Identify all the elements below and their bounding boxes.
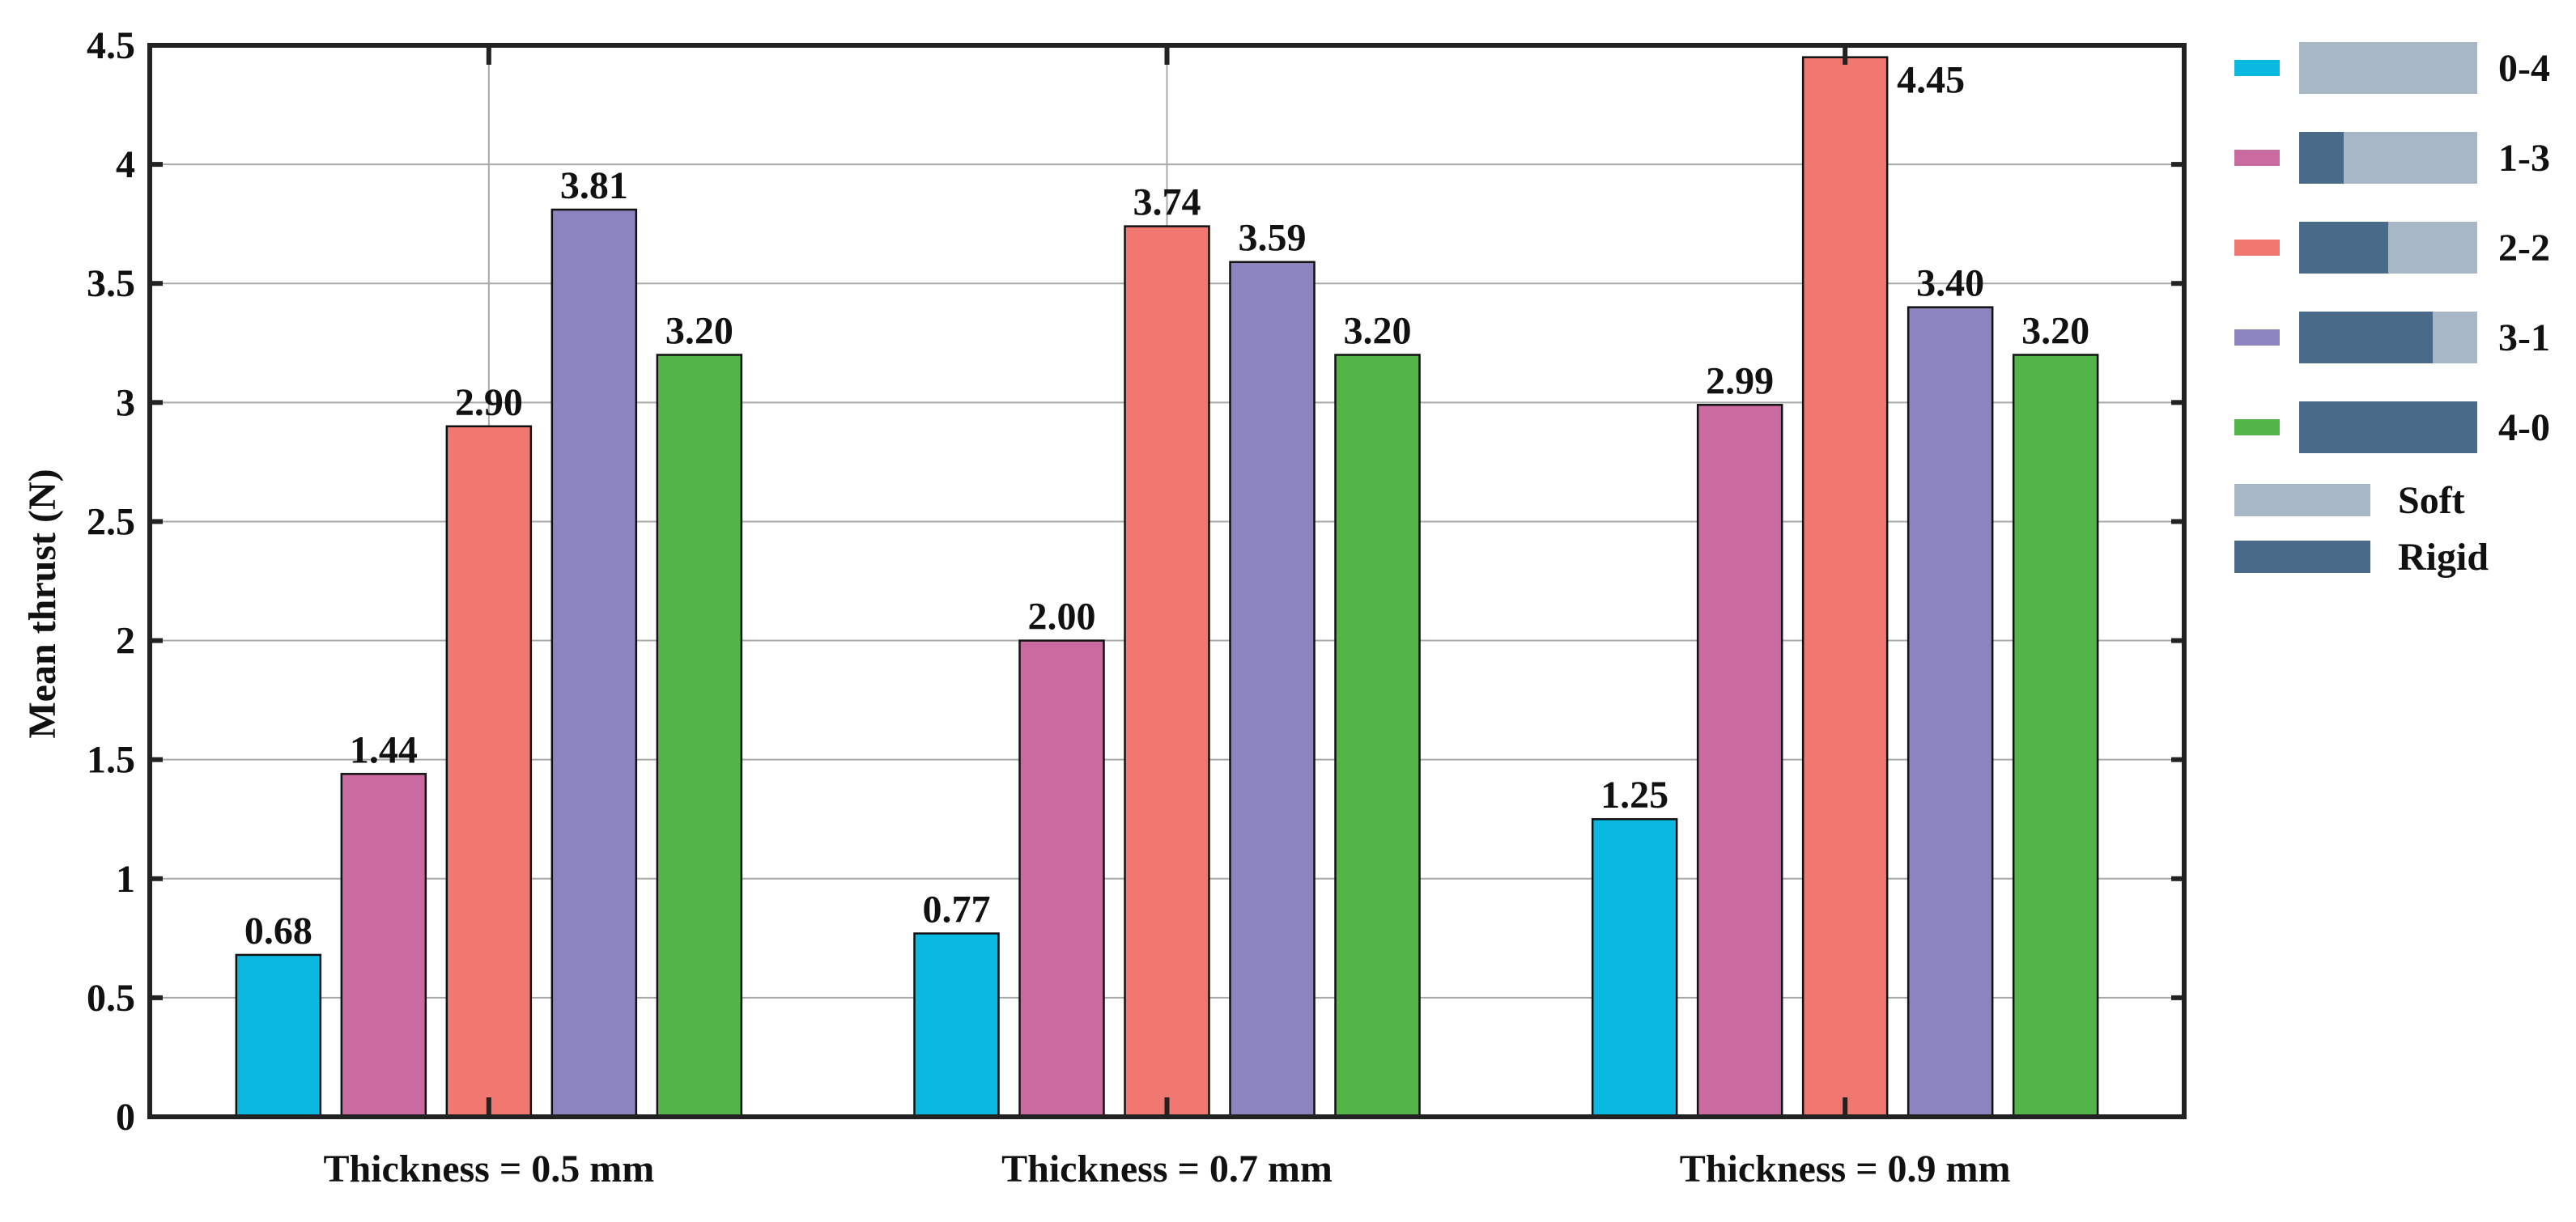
bar [1801,56,1889,1118]
bar [235,953,322,1118]
x-category-label: Thickness = 0.7 mm [1001,1148,1333,1190]
data-label: 1.25 [1600,774,1668,817]
data-label: 3.81 [560,164,628,207]
legend-material-label: Soft [2398,479,2465,522]
legend-composition-rigid [2299,222,2388,274]
y-tick-label: 2.5 [87,500,135,543]
bar [1591,817,1678,1118]
legend-material-swatch [2234,541,2370,573]
legend-swatch [2234,60,2280,76]
bar-layer [235,56,2099,1118]
bar [656,354,743,1118]
legend-swatch [2234,150,2280,166]
legend-label: 3-1 [2498,316,2550,359]
y-axis-title: Mean thrust (N) [21,469,64,738]
bar [913,932,1000,1118]
y-tick-label: 1.5 [87,739,135,782]
data-label: 0.68 [244,910,312,953]
legend-swatch [2234,329,2280,346]
y-tick-label: 1 [116,858,135,901]
bar [1696,404,1783,1118]
legend-label: 0-4 [2498,47,2550,90]
y-tick-label: 3.5 [87,262,135,305]
legend-label: 2-2 [2498,227,2550,269]
data-label: 3.40 [1916,262,1984,305]
legend-composition-rigid [2299,132,2344,184]
data-label: 3.20 [2021,309,2089,352]
bar [550,208,638,1118]
data-label: 3.74 [1133,181,1201,224]
data-label: 2.99 [1706,359,1774,402]
y-tick-label: 4 [116,143,135,186]
legend-composition-rigid [2299,401,2477,453]
axis-layer [147,43,2187,1119]
bar [1906,306,1994,1118]
data-label: 3.59 [1239,217,1307,260]
bar [340,773,427,1118]
data-label: 3.20 [665,309,733,352]
bar [1334,354,1421,1118]
y-tick-label: 0 [116,1096,135,1139]
bar [1124,225,1210,1118]
x-category-label: Thickness = 0.5 mm [323,1148,654,1190]
legend-composition-rigid [2299,312,2433,363]
data-label: 1.44 [350,728,418,771]
label-layer: 0 0.5 1 1.5 2 2.5 3 3.5 4 4.5 0.68 1.44 2.90 3.81 3.20… [87,24,2089,1190]
y-tick-label: 4.5 [87,24,135,67]
bar [1018,639,1105,1118]
x-category-label: Thickness = 0.9 mm [1680,1148,2011,1190]
legend: 0-4 1-3 2-2 3-1 4-0 Soft Rigid [2234,42,2550,579]
data-label: 3.20 [1344,309,1412,352]
y-tick-label: 0.5 [87,977,135,1020]
plot-frame [147,43,2187,1119]
data-label: 0.77 [923,888,991,931]
y-tick-label: 2 [116,620,135,663]
legend-composition-soft [2299,42,2477,94]
bar [445,425,533,1118]
legend-swatch [2234,419,2280,435]
legend-material-label: Rigid [2398,536,2489,579]
bar [1229,261,1316,1118]
legend-label: 1-3 [2498,137,2550,180]
data-label: 2.90 [455,381,523,424]
data-label: 4.45 [1897,59,1965,102]
legend-swatch [2234,240,2280,256]
data-label: 2.00 [1028,596,1096,639]
legend-label: 4-0 [2498,406,2550,449]
bar [2012,354,2099,1118]
legend-material-swatch [2234,484,2370,516]
y-tick-label: 3 [116,381,135,424]
